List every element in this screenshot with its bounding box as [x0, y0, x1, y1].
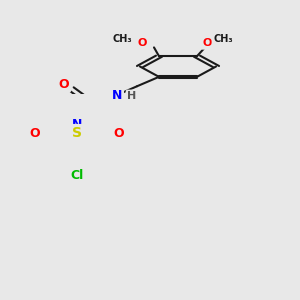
Text: O: O: [114, 127, 124, 140]
Text: N: N: [72, 118, 82, 131]
Text: CH₃: CH₃: [112, 34, 132, 44]
Text: O: O: [30, 127, 40, 140]
Text: O: O: [137, 38, 147, 48]
Text: N: N: [112, 88, 122, 102]
Text: S: S: [72, 126, 82, 140]
Text: O: O: [59, 78, 69, 91]
Text: CH₃: CH₃: [213, 34, 233, 44]
Text: O: O: [202, 38, 212, 48]
Text: Cl: Cl: [70, 169, 84, 182]
Text: H: H: [128, 91, 136, 101]
